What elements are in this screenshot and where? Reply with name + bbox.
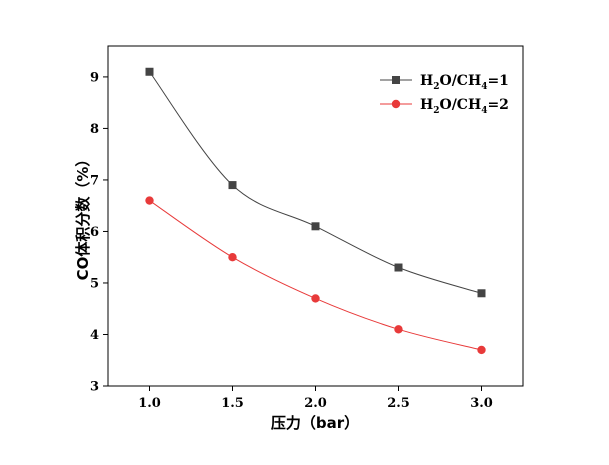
legend-marker-series-1 xyxy=(392,76,400,84)
series-2-point xyxy=(228,253,237,262)
x-tick-label: 2.0 xyxy=(304,396,327,411)
legend-item-series-2: H2O/CH4=2 xyxy=(380,97,509,116)
y-tick-label: 6 xyxy=(90,225,99,240)
series-2-point xyxy=(394,325,403,334)
x-tick-label: 1.5 xyxy=(221,396,244,411)
x-tick-label: 2.5 xyxy=(387,396,410,411)
y-tick-label: 9 xyxy=(90,70,99,85)
x-axis-title: 压力（bar） xyxy=(271,414,359,432)
x-tick-label: 1.0 xyxy=(138,396,161,411)
y-tick-label: 5 xyxy=(90,276,99,291)
y-axis-title: CO体积分数（%） xyxy=(74,152,92,281)
series-1-point xyxy=(311,222,320,231)
x-tick-label: 3.0 xyxy=(470,396,493,411)
y-tick-label: 7 xyxy=(90,173,99,188)
y-tick-label: 3 xyxy=(90,380,99,395)
legend: H2O/CH4=1 H2O/CH4=2 xyxy=(380,73,509,116)
x-axis: 1.0 1.5 2.0 2.5 3.0 xyxy=(138,386,493,411)
series-2 xyxy=(145,196,486,355)
series-2-point xyxy=(145,196,154,205)
legend-label-series-2: H2O/CH4=2 xyxy=(420,97,509,116)
series-1-point xyxy=(394,263,403,272)
legend-marker-series-2 xyxy=(391,99,401,109)
series-1-point xyxy=(228,181,237,190)
series-1 xyxy=(145,67,486,298)
series-2-point xyxy=(477,345,486,355)
series-1-point xyxy=(477,289,486,298)
y-tick-label: 8 xyxy=(90,122,99,137)
series-layer xyxy=(145,67,486,355)
y-tick-label: 4 xyxy=(90,328,99,343)
legend-item-series-1: H2O/CH4=1 xyxy=(380,73,509,92)
series-1-point xyxy=(145,67,154,76)
y-axis: 3 4 5 6 7 8 9 xyxy=(90,70,108,395)
legend-label-series-1: H2O/CH4=1 xyxy=(420,73,509,92)
series-2-point xyxy=(311,294,320,303)
